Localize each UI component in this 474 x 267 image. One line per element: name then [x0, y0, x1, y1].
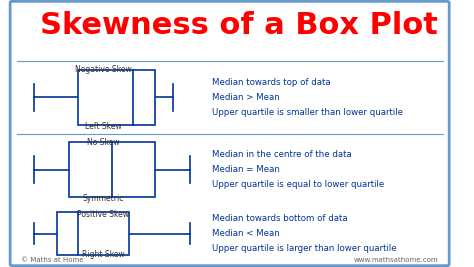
- Text: www.mathsathome.com: www.mathsathome.com: [354, 257, 438, 263]
- Text: Upper quartile is larger than lower quartile: Upper quartile is larger than lower quar…: [212, 244, 397, 253]
- Text: Skewness of a Box Plot: Skewness of a Box Plot: [40, 11, 438, 40]
- Text: Median = Mean: Median = Mean: [212, 165, 280, 174]
- Text: Median towards top of data: Median towards top of data: [212, 78, 330, 87]
- Text: Median in the centre of the data: Median in the centre of the data: [212, 150, 352, 159]
- Text: Median > Mean: Median > Mean: [212, 93, 280, 102]
- Text: Left Skew: Left Skew: [85, 122, 122, 131]
- Text: No Skew: No Skew: [87, 138, 119, 147]
- Text: © Maths at Home: © Maths at Home: [21, 257, 84, 263]
- Text: Right Skew: Right Skew: [82, 250, 125, 259]
- Text: Positive Skew: Positive Skew: [77, 210, 129, 219]
- Text: Upper quartile is smaller than lower quartile: Upper quartile is smaller than lower qua…: [212, 108, 403, 117]
- Text: Negative Skew: Negative Skew: [75, 65, 132, 74]
- Text: Symmetric: Symmetric: [82, 194, 124, 203]
- Text: Median < Mean: Median < Mean: [212, 229, 280, 238]
- Bar: [57, 212, 129, 255]
- Text: Upper quartile is equal to lower quartile: Upper quartile is equal to lower quartil…: [212, 180, 384, 189]
- Bar: [69, 142, 155, 197]
- Bar: [78, 70, 155, 125]
- Text: Median towards bottom of data: Median towards bottom of data: [212, 214, 347, 223]
- FancyBboxPatch shape: [10, 1, 449, 266]
